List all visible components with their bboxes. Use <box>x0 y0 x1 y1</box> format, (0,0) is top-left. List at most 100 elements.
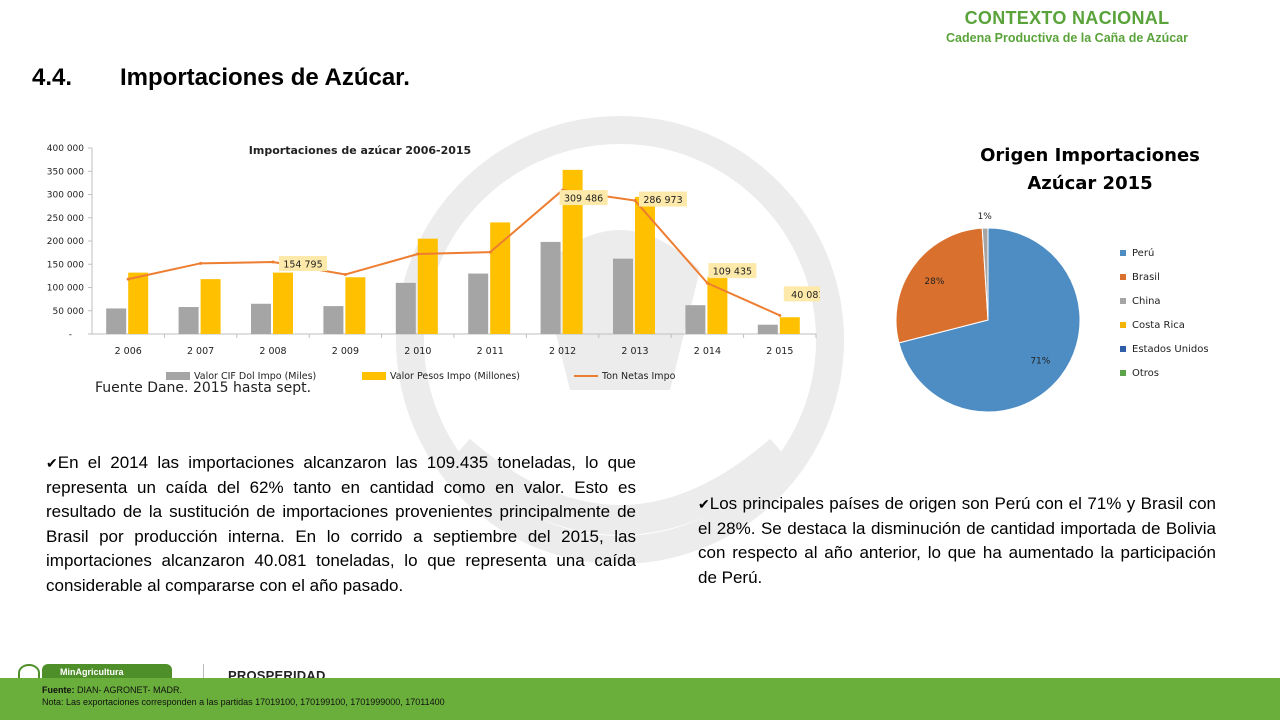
bar-valor-pesos <box>200 279 221 334</box>
data-label: 40 081 <box>791 290 820 301</box>
x-tick-label: 2 010 <box>404 346 431 357</box>
bar-valor-pesos <box>635 196 655 334</box>
bar-valor-pesos <box>779 317 800 334</box>
footer-text: Fuente: DIAN- AGRONET- MADR. Nota: Las e… <box>42 684 445 708</box>
y-tick-label: 400 000 <box>47 144 84 154</box>
y-tick-label: 100 000 <box>47 284 84 294</box>
line-point <box>126 277 130 281</box>
line-point <box>199 261 203 265</box>
checkmark-icon: ✔ <box>698 496 710 512</box>
y-tick-label: 300 000 <box>47 191 84 201</box>
legend-label: Valor CIF Dol Impo (Miles) <box>194 371 316 382</box>
pie-legend-label: Estados Unidos <box>1132 344 1209 355</box>
pie-legend-swatch <box>1120 298 1126 304</box>
chart-source-note: Fuente Dane. 2015 hasta sept. <box>95 380 312 396</box>
data-label-box <box>559 190 608 206</box>
footer-bar <box>0 678 1280 720</box>
logo-divider <box>203 664 204 678</box>
y-tick-label: 350 000 <box>47 167 84 177</box>
bar-valor-pesos <box>273 272 293 334</box>
footer-note: Nota: Las exportaciones corresponden a l… <box>42 697 445 707</box>
y-tick-label: 200 000 <box>47 237 84 247</box>
line-ton-netas <box>127 189 781 317</box>
pie-legend-label: Costa Rica <box>1132 320 1185 331</box>
data-label-box <box>279 256 327 272</box>
line-point <box>705 281 709 285</box>
bar-valor-cif <box>251 303 271 334</box>
bar-valor-cif <box>106 308 127 334</box>
bar-valor-cif <box>178 307 199 334</box>
bar-valor-pesos <box>707 276 728 334</box>
pie-legend-swatch <box>1120 322 1126 328</box>
line-point <box>778 313 782 317</box>
x-tick-label: 2 008 <box>259 346 286 357</box>
pie-slice-label: 1% <box>978 212 993 222</box>
legend-swatch <box>362 372 386 380</box>
colombia-seal-icon <box>18 664 40 682</box>
bar-valor-cif <box>395 282 416 334</box>
origin-pie-chart: 71% 28% 1% Perú Brasil China Costa Rica Estados… <box>895 212 1209 413</box>
pie-slice-label: 28% <box>924 277 944 287</box>
bar-valor-pesos <box>345 277 366 334</box>
data-label: 286 973 <box>643 195 682 206</box>
paragraph-left-text: En el 2014 las importaciones alcanzaron … <box>46 453 636 595</box>
pie-legend-label: Brasil <box>1132 272 1160 283</box>
line-point <box>343 272 347 276</box>
bar-valor-cif <box>613 258 633 334</box>
legend-label: Valor Pesos Impo (Millones) <box>390 371 520 382</box>
data-label-box <box>783 286 820 302</box>
page-title: 4.4. Importaciones de Azúcar. <box>32 64 410 92</box>
x-tick-label: 2 015 <box>766 346 793 357</box>
data-label: 109 435 <box>713 267 752 278</box>
legend-label: Ton Netas Impo <box>601 371 676 382</box>
pie-legend-swatch <box>1120 274 1126 280</box>
footer-source-label: Fuente: <box>42 685 75 695</box>
paragraph-right-text: Los principales países de origen son Per… <box>698 494 1216 587</box>
pie-legend-label: Perú <box>1132 247 1154 259</box>
header-context: CONTEXTO NACIONAL Cadena Productiva de l… <box>946 8 1188 45</box>
x-tick-label: 2 011 <box>477 346 504 357</box>
minagricultura-logo: MinAgricultura <box>42 664 172 680</box>
footer-source-text: DIAN- AGRONET- MADR. <box>77 685 183 695</box>
data-label-box <box>639 191 687 207</box>
section-title: CONTEXTO NACIONAL <box>964 8 1170 28</box>
y-tick-label: 50 000 <box>53 307 85 317</box>
bar-valor-pesos <box>417 238 438 334</box>
imports-paragraph-right: ✔Los principales países de origen son Pe… <box>698 492 1216 590</box>
legend-swatch <box>166 372 190 380</box>
pie-legend-label: Otros <box>1132 368 1159 379</box>
x-tick-label: 2 007 <box>187 346 214 357</box>
checkmark-icon: ✔ <box>46 455 58 471</box>
imports-paragraph-left: ✔En el 2014 las importaciones alcanzaron… <box>46 451 636 598</box>
data-label-box <box>708 263 757 279</box>
x-tick-label: 2 014 <box>694 346 721 357</box>
footer-source: Fuente: DIAN- AGRONET- MADR. <box>42 684 445 696</box>
data-label: 309 486 <box>564 194 603 205</box>
bar-valor-cif <box>757 324 778 334</box>
bar-valor-pesos <box>562 169 583 334</box>
pie-legend-swatch <box>1120 250 1126 256</box>
y-tick-label: 250 000 <box>47 214 84 224</box>
pie-slice <box>898 227 1081 413</box>
page-number: 4.4. <box>32 64 73 91</box>
bar-valor-cif <box>468 273 489 334</box>
pie-slice <box>981 227 989 321</box>
bar-chart-title: Importaciones de azúcar 2006-2015 <box>249 144 471 157</box>
line-point <box>416 252 420 256</box>
line-point <box>488 250 492 254</box>
bar-valor-pesos <box>128 272 149 334</box>
bar-valor-cif <box>540 241 561 334</box>
x-tick-label: 2 012 <box>549 346 576 357</box>
bar-valor-cif <box>323 306 344 334</box>
pie-slice <box>895 227 989 344</box>
pie-legend-swatch <box>1120 370 1126 376</box>
pie-legend-swatch <box>1120 346 1126 352</box>
pie-legend-label: China <box>1132 296 1161 307</box>
x-tick-label: 2 006 <box>115 346 142 357</box>
pie-chart-title: Origen Importaciones Azúcar 2015 <box>950 142 1230 198</box>
imports-bar-chart: - 50 000 100 000 150 000 200 000 250 000 300 0… <box>47 144 820 382</box>
y-tick-label: 150 000 <box>47 260 84 270</box>
pie-slice-label: 71% <box>1030 357 1050 367</box>
x-tick-label: 2 009 <box>332 346 359 357</box>
x-tick-label: 2 013 <box>621 346 648 357</box>
